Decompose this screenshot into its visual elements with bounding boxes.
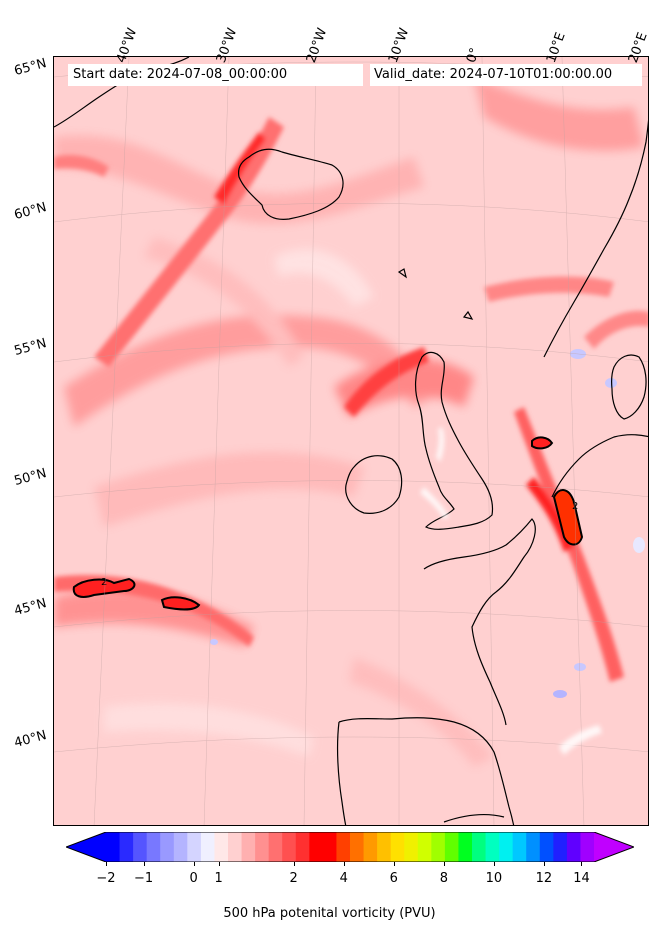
colorbar-tick-label: 6 — [389, 871, 398, 886]
colorbar-swatch — [512, 832, 527, 862]
colorbar-tick — [218, 862, 220, 866]
colorbar-scale — [64, 831, 636, 863]
lat-label-55n: 55°N — [12, 336, 49, 359]
colorbar-swatch — [431, 832, 446, 862]
lat-label-40n: 40°N — [12, 728, 49, 751]
colorbar-tick-label: 0 — [189, 871, 198, 886]
denmark-coast — [611, 354, 647, 420]
iceland-coast — [237, 148, 344, 220]
colorbar-tick-label: 4 — [339, 871, 348, 886]
lat-label-50n: 50°N — [12, 466, 49, 489]
colorbar-tick — [443, 862, 445, 866]
colorbar-swatch — [390, 832, 405, 862]
contour-label: 2 — [572, 501, 578, 512]
pv-map: 2 2 — [53, 56, 649, 826]
colorbar-tick-label: 1 — [214, 871, 223, 886]
colorbar-extend-high — [594, 832, 634, 862]
scandinavia-coast — [543, 119, 648, 358]
colorbar-tick — [581, 862, 583, 866]
colorbar-extend-low — [66, 832, 106, 862]
colorbar-swatch — [309, 832, 324, 862]
colorbar-swatch — [119, 832, 134, 862]
colorbar-swatch — [499, 832, 514, 862]
colorbar-tick-label: 2 — [289, 871, 298, 886]
netherlands-coast — [551, 434, 648, 498]
colorbar-tick-label: 12 — [535, 871, 553, 886]
colorbar-tick — [493, 862, 495, 866]
colorbar-swatch — [241, 832, 256, 862]
colorbar-swatch — [566, 832, 581, 862]
colorbar-swatch — [160, 832, 175, 862]
colorbar-swatch — [255, 832, 270, 862]
france-coast — [423, 518, 536, 726]
colorbar-tick — [193, 862, 195, 866]
colorbar-swatch — [404, 832, 419, 862]
graticule — [54, 57, 648, 825]
colorbar-tick-label: 14 — [573, 871, 590, 886]
colorbar-swatch — [173, 832, 188, 862]
colorbar-tick — [143, 862, 145, 866]
great-britain-coast — [415, 351, 494, 530]
colorbar-tick — [543, 862, 545, 866]
colorbar-tick — [393, 862, 395, 866]
pv-contour-2: 2 2 — [72, 436, 584, 611]
pv-field: 2 2 — [54, 57, 648, 825]
colorbar-label: 500 hPa potenital vorticity (PVU) — [223, 906, 436, 921]
colorbar-swatch — [377, 832, 392, 862]
pv-zero-streaks — [420, 427, 602, 755]
colorbar-swatch — [322, 832, 337, 862]
colorbar-tick-label: 8 — [439, 871, 448, 886]
colorbar-swatch — [295, 832, 310, 862]
colorbar-tick — [343, 862, 345, 866]
colorbar-swatch — [336, 832, 351, 862]
colorbar-swatch — [472, 832, 487, 862]
colorbar-swatch — [146, 832, 161, 862]
colorbar-tick-label: 10 — [485, 871, 503, 886]
valid-date: Valid_date: 2024-07-10T01:00:00.00 — [370, 64, 642, 86]
colorbar-swatch — [444, 832, 459, 862]
lat-label-45n: 45°N — [12, 596, 49, 619]
colorbar-swatch — [268, 832, 283, 862]
colorbar-swatch — [417, 832, 432, 862]
colorbar-tick — [293, 862, 295, 866]
colorbar-swatch — [106, 832, 121, 862]
colorbar-swatch — [187, 832, 202, 862]
lat-label-60n: 60°N — [12, 200, 49, 223]
colorbar-swatch — [363, 832, 378, 862]
colorbar-swatch — [214, 832, 229, 862]
iberia-coast — [336, 717, 515, 825]
colorbar-swatch — [228, 832, 243, 862]
colorbar-swatch — [458, 832, 473, 862]
pv-jet-bands — [54, 117, 648, 682]
colorbar-swatch — [133, 832, 148, 862]
ireland-coast — [345, 455, 403, 514]
colorbar-swatch — [539, 832, 554, 862]
colorbar-swatch — [350, 832, 365, 862]
colorbar-swatch — [526, 832, 541, 862]
colorbar-swatch — [580, 832, 595, 862]
colorbar-tick — [106, 862, 107, 866]
colorbar-tick-label: −1 — [133, 871, 154, 886]
colorbar — [64, 831, 636, 863]
colorbar-swatch — [485, 832, 500, 862]
start-date: Start date: 2024-07-08_00:00:00 — [68, 64, 363, 86]
colorbar-swatch — [282, 832, 297, 862]
colorbar-swatch — [200, 832, 215, 862]
contour-label: 2 — [101, 577, 107, 588]
colorbar-tick-label: −2 — [96, 871, 116, 886]
lat-label-65n: 65°N — [12, 56, 49, 79]
colorbar-swatch — [553, 832, 568, 862]
